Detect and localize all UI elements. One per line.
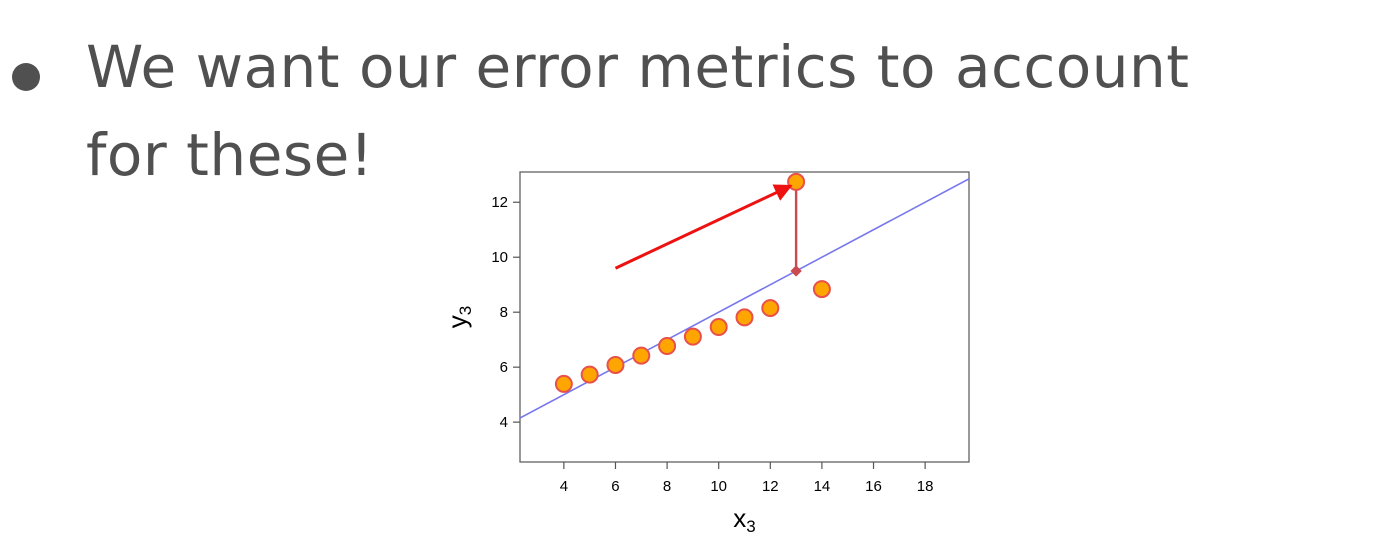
y-tick-label: 4: [500, 414, 508, 431]
outlier-arrow: [614, 184, 793, 270]
x-axis-label: x3: [733, 503, 755, 536]
plot-frame: [519, 171, 970, 463]
data-point: [812, 280, 831, 299]
data-point: [735, 308, 754, 327]
x-axis: 4 6 8 10 12 14 16 18: [560, 462, 934, 495]
y-tick-label: 12: [491, 194, 508, 211]
y-axis-label: y3: [442, 306, 475, 328]
x-tick-label: 6: [611, 478, 619, 495]
y-axis: 4 6 8 10 12: [491, 194, 520, 431]
data-point: [632, 346, 651, 365]
data-point: [658, 337, 677, 355]
x-tick-label: 10: [710, 478, 727, 495]
data-point: [580, 365, 599, 384]
x-tick-label: 8: [663, 478, 671, 495]
data-point: [709, 318, 728, 337]
x-axis-label-subscript: 3: [746, 517, 755, 536]
x-tick-label: 12: [762, 478, 779, 495]
x-tick-label: 14: [814, 478, 831, 495]
y-tick-label: 10: [491, 249, 508, 266]
bullet-text-line-2: for these!: [86, 121, 374, 189]
data-point: [606, 355, 625, 374]
y-axis-label-subscript: 3: [456, 306, 475, 315]
y-axis-label-base: y: [442, 315, 472, 328]
x-tick-label: 4: [560, 478, 568, 495]
bullet-text-line-1: We want our error metrics to account: [86, 33, 1190, 101]
data-point: [554, 374, 573, 393]
data-point: [761, 299, 780, 318]
y-tick-label: 6: [500, 359, 508, 376]
data-points: [554, 172, 831, 393]
predicted-point-marker: [790, 265, 802, 277]
x-tick-label: 18: [917, 478, 934, 495]
y-tick-label: 8: [500, 304, 508, 321]
data-point: [683, 327, 702, 346]
bullet-dot: [12, 63, 40, 91]
x-tick-label: 16: [865, 478, 882, 495]
x-axis-label-base: x: [733, 503, 746, 533]
